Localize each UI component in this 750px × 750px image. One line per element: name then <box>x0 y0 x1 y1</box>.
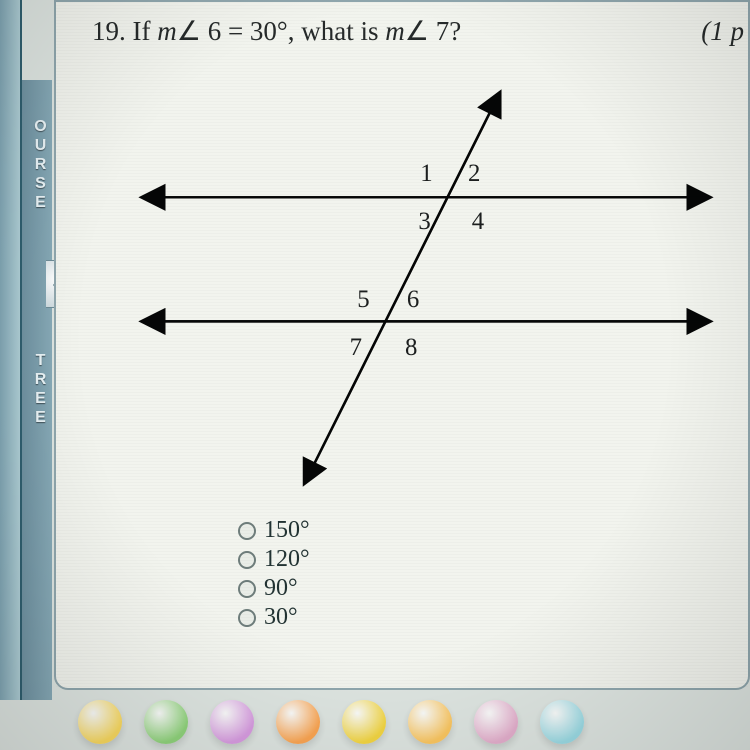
question-points: (1 p <box>701 16 744 47</box>
dock-icon-7[interactable] <box>540 700 584 744</box>
option-a[interactable]: 150° <box>238 517 310 544</box>
svg-text:2: 2 <box>468 160 480 187</box>
dock-icon-3[interactable] <box>276 700 320 744</box>
svg-text:1: 1 <box>420 160 432 187</box>
option-label: 150° <box>264 517 310 544</box>
dock-icon-6[interactable] <box>474 700 518 744</box>
option-b[interactable]: 120° <box>238 546 310 573</box>
tab-course[interactable]: OURSE <box>25 80 49 250</box>
sidebar-gutter <box>0 0 22 700</box>
option-label: 30° <box>264 604 298 631</box>
question-text: 19. If m∠ 6 = 30°, what is m∠ 7? <box>92 16 738 47</box>
svg-text:3: 3 <box>418 208 430 235</box>
radio-icon <box>238 551 256 569</box>
tab-tree[interactable]: TREE <box>25 320 49 460</box>
answer-options: 150° 120° 90° 30° <box>238 517 310 633</box>
option-label: 90° <box>264 575 298 602</box>
dock-icon-1[interactable] <box>144 700 188 744</box>
radio-icon <box>238 609 256 627</box>
svg-text:7: 7 <box>350 334 362 361</box>
svg-text:4: 4 <box>472 208 485 235</box>
dock-icon-0[interactable] <box>78 700 122 744</box>
option-d[interactable]: 30° <box>238 604 310 631</box>
option-label: 120° <box>264 546 310 573</box>
option-c[interactable]: 90° <box>238 575 310 602</box>
svg-text:6: 6 <box>407 286 419 313</box>
dock-icon-4[interactable] <box>342 700 386 744</box>
dock <box>60 696 740 744</box>
transversal-diagram: 1 2 3 4 5 6 7 8 <box>116 78 736 498</box>
question-page: 19. If m∠ 6 = 30°, what is m∠ 7? (1 p 12… <box>54 0 750 690</box>
svg-text:5: 5 <box>357 286 369 313</box>
radio-icon <box>238 580 256 598</box>
question-number: 19. <box>92 16 126 46</box>
sidebar-tabs: OURSE TREE <box>22 80 52 700</box>
svg-text:8: 8 <box>405 334 417 361</box>
dock-icon-5[interactable] <box>408 700 452 744</box>
radio-icon <box>238 522 256 540</box>
dock-icon-2[interactable] <box>210 700 254 744</box>
